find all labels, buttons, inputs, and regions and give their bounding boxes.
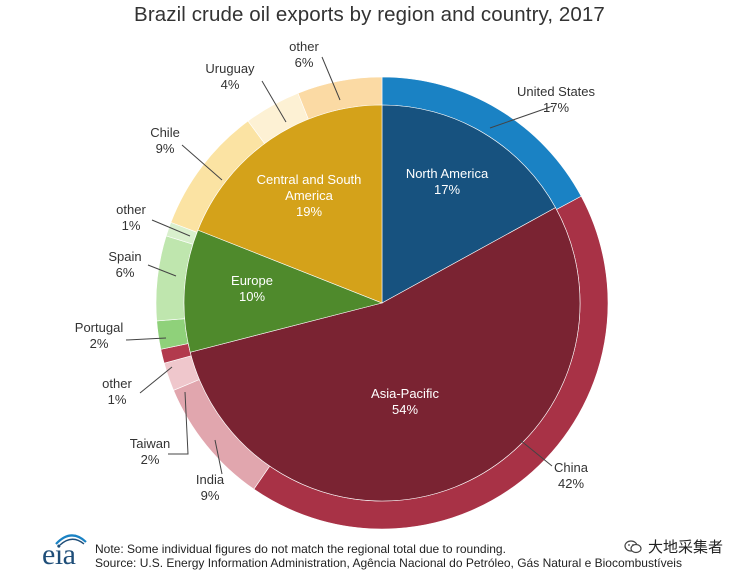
country-label-other-10: other 6% <box>289 39 319 70</box>
country-label-uruguay-9: Uruguay 4% <box>205 61 255 92</box>
leader-line-other-10 <box>321 56 341 101</box>
footnote-source: Source: U.S. Energy Information Administ… <box>95 556 682 570</box>
eia-logo: eia <box>40 532 90 576</box>
leader-line-taiwan-3 <box>168 391 189 455</box>
leader-line-chile-8 <box>181 144 223 181</box>
leader-line-uruguay-9 <box>261 80 287 123</box>
inner-slice-europe <box>183 229 383 353</box>
leader-line-other-7 <box>151 219 191 237</box>
country-label-portugal-5: Portugal 2% <box>75 320 124 351</box>
slice-labels: North America 17% Asia-Pacific 54% Europe 10%… <box>75 39 596 503</box>
country-label-chile-8: Chile 9% <box>150 125 180 156</box>
leader-line-india-2 <box>214 439 223 475</box>
region-label-asia-pacific: Asia-Pacific 54% <box>371 386 439 417</box>
country-label-united-states-0: United States 17% <box>517 84 596 115</box>
inner-pie <box>183 104 581 502</box>
leader-line-united-states-0 <box>489 105 554 129</box>
eia-logo-arc-icon <box>55 534 87 546</box>
inner-slice-asia-pacific <box>189 207 581 502</box>
leader-lines <box>125 56 554 475</box>
wechat-icon <box>624 540 642 554</box>
footnote: Note: Some individual figures do not mat… <box>95 542 682 570</box>
leader-line-spain-6 <box>147 264 177 277</box>
country-label-taiwan-3: Taiwan 2% <box>130 436 170 467</box>
region-label-europe: Europe 10% <box>231 273 273 304</box>
region-label-central-and-south-america: Central and South America 19% <box>257 172 362 219</box>
inner-slice-north-america <box>381 104 556 304</box>
inner-slice-central-and-south-america <box>197 104 383 304</box>
watermark-text: 大地采集者 <box>647 539 723 556</box>
footnote-note: Note: Some individual figures do not mat… <box>95 542 506 556</box>
eia-logo-text: eia <box>42 538 76 571</box>
outer-slice-portugal-5 <box>156 318 189 350</box>
country-label-china-1: China 42% <box>554 460 589 491</box>
country-label-india-2: India 9% <box>196 472 225 503</box>
region-label-north-america: North America 17% <box>406 166 489 197</box>
leader-line-china-1 <box>519 439 553 467</box>
chart-title: Brazil crude oil exports by region and c… <box>134 3 605 26</box>
leader-line-portugal-5 <box>125 337 167 341</box>
footer: eia Note: Some individual figures do not… <box>0 530 739 580</box>
watermark: 大地采集者 <box>624 536 723 557</box>
leader-line-other-4 <box>139 366 173 394</box>
country-label-other-7: other 1% <box>116 202 146 233</box>
country-label-spain-6: Spain 6% <box>108 249 141 280</box>
country-label-other-4: other 1% <box>102 376 132 407</box>
